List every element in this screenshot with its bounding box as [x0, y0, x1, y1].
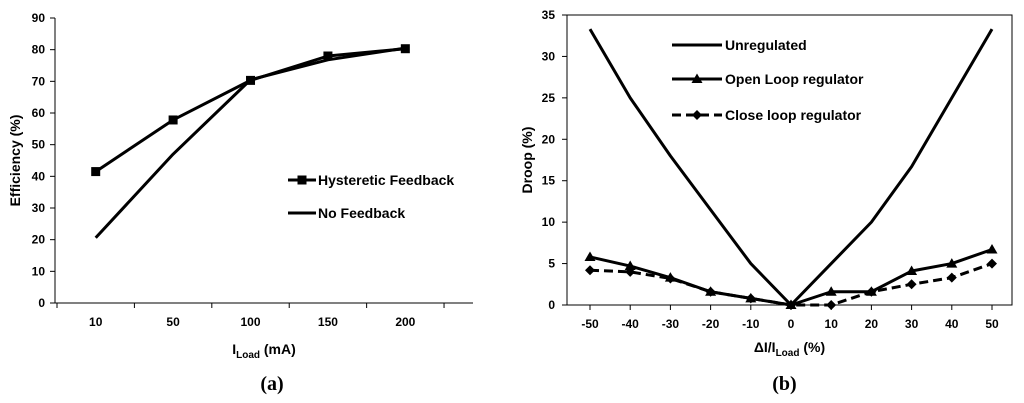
x-tick-label: -30 [662, 317, 680, 331]
legend-marker-2 [691, 73, 703, 83]
data-point-3 [705, 286, 716, 297]
y-tick-label: 80 [32, 43, 46, 57]
data-point-2 [624, 260, 636, 271]
y-tick-label: 10 [32, 264, 46, 278]
data-point-2 [906, 265, 918, 276]
data-point-3 [665, 273, 676, 284]
data-point-2 [825, 286, 837, 296]
chart-a-background [0, 0, 510, 403]
x-tick-label: -10 [742, 317, 760, 331]
chart-a-efficiency: 0 10 20 30 40 50 60 70 80 90 10 50 100 150 200 Hysteret… [0, 0, 510, 403]
chart-b-droop: 0 5 10 15 20 25 30 35 -50 -40 -30 -20 -10 0 10 20 30 40 50… [514, 0, 1024, 403]
data-point-3 [786, 300, 796, 310]
x-tick-label: 200 [395, 315, 415, 329]
y-tick-label: 30 [542, 49, 556, 63]
y-tick-label: 20 [32, 233, 46, 247]
y-tick-label: 35 [542, 8, 556, 22]
y-tick-label: 0 [38, 296, 45, 310]
y-tick-label: 25 [542, 91, 556, 105]
legend-marker-1 [297, 175, 307, 185]
y-axis-title: Efficiency (%) [7, 115, 23, 207]
y-axis-title: Droop (%) [519, 127, 535, 194]
data-point-3 [906, 279, 917, 290]
chart-b-background [514, 0, 1024, 403]
x-tick-label: 0 [788, 317, 795, 331]
data-point-1 [168, 115, 178, 125]
y-tick-label: 60 [32, 106, 46, 120]
x-tick-label: 20 [865, 317, 879, 331]
x-tick-label: -20 [702, 317, 720, 331]
x-tick-label: 150 [318, 315, 338, 329]
x-tick-label: -40 [622, 317, 640, 331]
series-line-2 [94, 46, 406, 239]
y-tick-label: 20 [542, 132, 556, 146]
legend-label-1: Unregulated [725, 37, 807, 53]
y-tick-label: 90 [32, 11, 46, 25]
y-tick-label: 70 [32, 74, 46, 88]
y-tick-label: 30 [32, 201, 46, 215]
data-point-3 [745, 293, 756, 304]
y-tick-label: 15 [542, 174, 556, 188]
x-axis-title: ΔI/ILoad (%) [754, 339, 825, 359]
data-point-3 [866, 286, 877, 297]
x-tick-label: 50 [166, 315, 180, 329]
x-tick-label: 40 [945, 317, 959, 331]
y-tick-label: 5 [548, 257, 555, 271]
data-point-2 [946, 258, 958, 268]
panel-label-b: (b) [772, 373, 796, 395]
y-tick-label: 40 [32, 169, 46, 183]
legend-marker-3 [692, 110, 702, 120]
x-tick-label: 50 [985, 317, 999, 331]
data-point-2 [986, 243, 998, 254]
x-tick-label: 30 [905, 317, 919, 331]
legend-label-2: No Feedback [318, 205, 405, 221]
y-tick-label: 50 [32, 138, 46, 152]
data-point-1 [91, 167, 101, 177]
legend-label-2: Open Loop regulator [725, 71, 864, 87]
x-tick-label: -50 [581, 317, 599, 331]
y-tick-label: 10 [542, 215, 556, 229]
data-point-1 [323, 51, 333, 61]
x-tick-label: 100 [241, 315, 261, 329]
data-point-3 [625, 266, 636, 277]
x-tick-label: 10 [89, 315, 103, 329]
data-point-2 [584, 251, 596, 261]
legend-label-3: Close loop regulator [725, 107, 862, 123]
x-tick-label: 10 [825, 317, 839, 331]
data-point-3 [946, 272, 957, 283]
data-point-3 [826, 300, 837, 310]
x-axis-title: ILoad (mA) [232, 341, 296, 361]
data-point-3 [585, 265, 595, 276]
panel-label-a: (a) [260, 373, 283, 395]
y-tick-label: 0 [548, 298, 555, 312]
data-point-3 [987, 258, 997, 269]
legend-label-1: Hysteretic Feedback [318, 172, 454, 188]
